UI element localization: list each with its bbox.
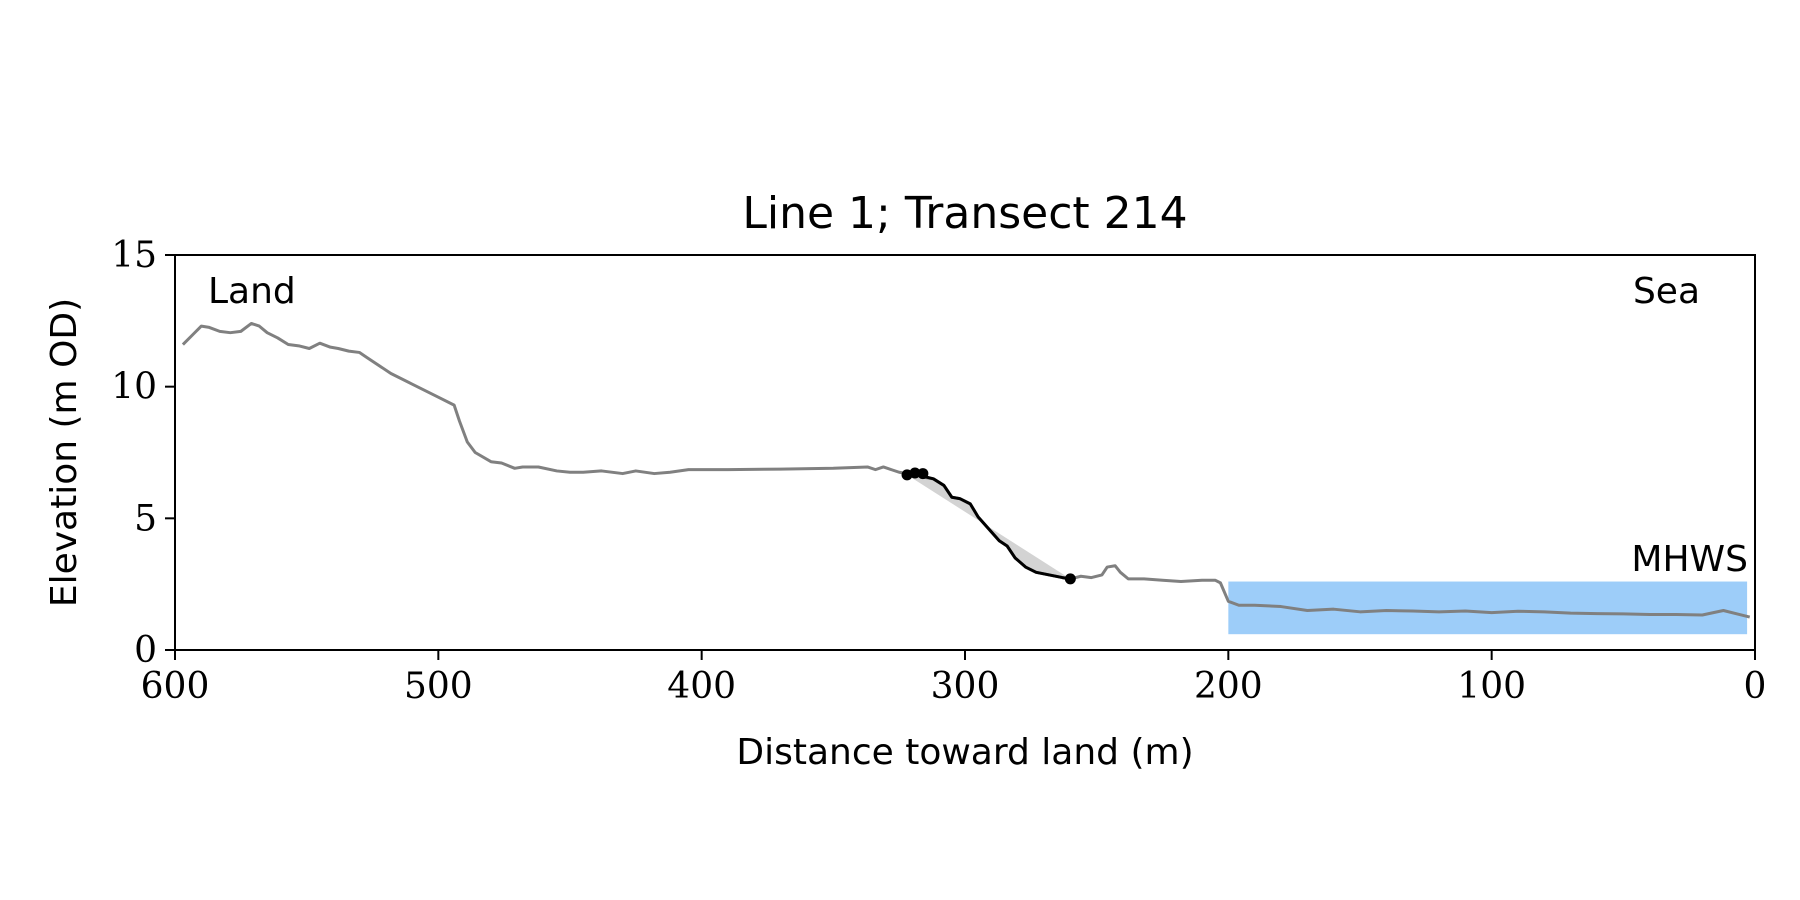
y-tick-label: 10 <box>111 367 157 408</box>
mhws-label: MHWS <box>1631 539 1748 580</box>
x-tick-label: 300 <box>931 666 1000 707</box>
profile-line <box>181 321 1751 619</box>
chart-title: Line 1; Transect 214 <box>742 188 1187 239</box>
x-tick-label: 500 <box>404 666 473 707</box>
y-tick-label: 15 <box>111 235 157 276</box>
y-axis-label: Elevation (m OD) <box>44 298 85 607</box>
x-tick-label: 600 <box>141 666 210 707</box>
x-tick-label: 400 <box>667 666 736 707</box>
y-tick-label: 5 <box>134 498 157 539</box>
highlight-line <box>904 471 1071 581</box>
x-tick-label: 0 <box>1744 666 1767 707</box>
x-tick-label: 200 <box>1194 666 1263 707</box>
land-annotation: Land <box>208 271 296 312</box>
highlight-point <box>909 467 921 479</box>
highlight-point <box>917 468 929 480</box>
shaded-region <box>904 473 1071 579</box>
y-axis: 0 5 10 15 <box>111 235 175 671</box>
y-tick-label: 0 <box>134 630 157 671</box>
x-tick-label: 100 <box>1457 666 1526 707</box>
x-axis: 600 500 400 300 200 100 0 <box>141 650 1767 707</box>
mhws-band <box>1228 581 1748 635</box>
plot-area <box>181 321 1751 635</box>
highlight-point <box>1064 573 1076 585</box>
x-axis-label: Distance toward land (m) <box>736 732 1193 773</box>
sea-annotation: Sea <box>1633 271 1700 312</box>
